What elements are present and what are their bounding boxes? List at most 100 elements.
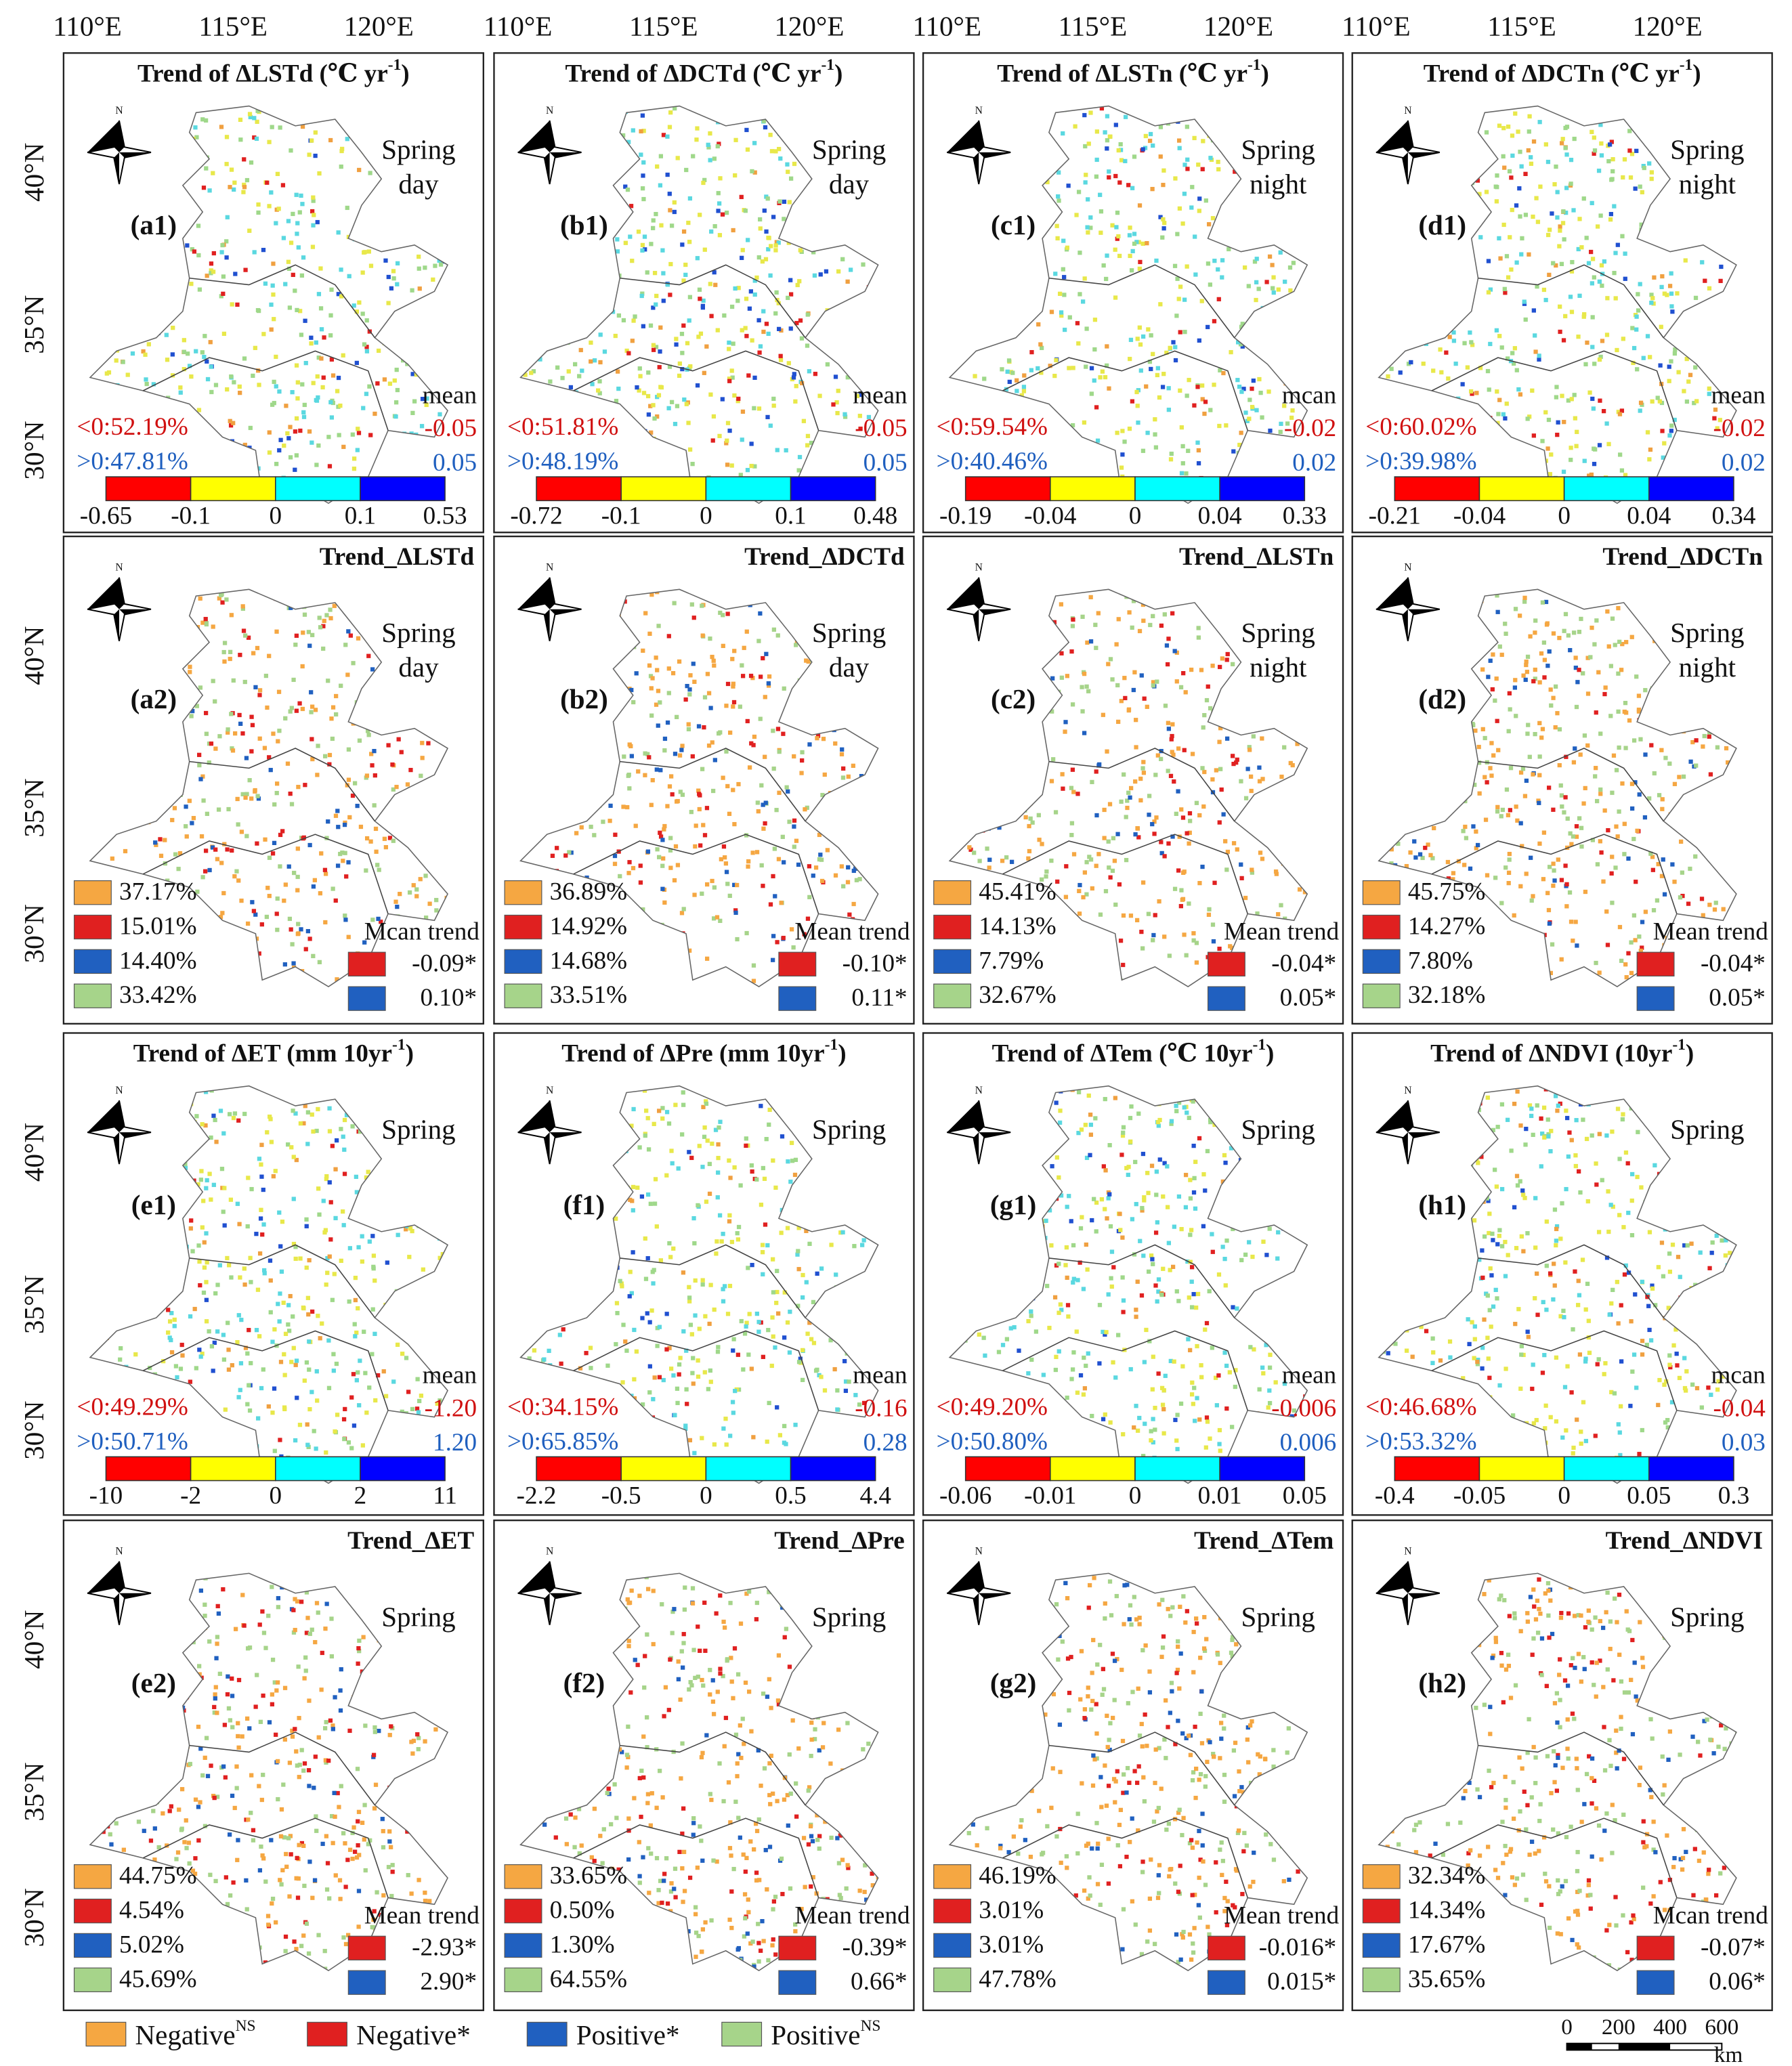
map-pixel bbox=[1067, 366, 1071, 370]
map-pixel bbox=[680, 744, 685, 748]
colorbar-tick-label: -0.19 bbox=[939, 502, 991, 530]
panel-title: Trend of ΔDCTd (℃ yr-1) bbox=[565, 56, 842, 87]
map-pixel bbox=[1094, 174, 1099, 179]
map-pixel bbox=[701, 298, 706, 303]
map-pixel bbox=[598, 360, 603, 365]
map-pixel bbox=[209, 389, 214, 395]
map-pixel bbox=[766, 236, 771, 240]
map-pixel bbox=[668, 293, 673, 297]
map-pixel bbox=[1619, 468, 1625, 473]
map-pixel bbox=[1105, 114, 1110, 119]
map-pixel bbox=[973, 374, 977, 379]
map-pixel bbox=[1089, 366, 1094, 370]
map-pixel bbox=[747, 306, 752, 311]
map-pixel bbox=[1633, 780, 1638, 785]
map-pixel bbox=[394, 785, 399, 790]
map-pixel bbox=[165, 358, 170, 362]
map-pixel bbox=[1495, 185, 1499, 190]
map-pixel bbox=[1119, 465, 1124, 470]
map-pixel bbox=[687, 687, 692, 692]
map-pixel bbox=[1267, 254, 1273, 259]
map-pixel bbox=[364, 773, 370, 778]
map-pixel bbox=[765, 414, 770, 420]
map-pixel bbox=[1048, 364, 1052, 368]
map-pixel bbox=[845, 279, 850, 284]
map-pixel bbox=[1159, 756, 1164, 762]
map-pixel bbox=[1522, 794, 1528, 798]
map-pixel bbox=[274, 462, 279, 467]
map-pixel bbox=[1271, 290, 1276, 295]
map-pixel bbox=[700, 891, 704, 896]
map-pixel bbox=[216, 807, 221, 812]
map-pixel bbox=[626, 871, 631, 876]
map-pixel bbox=[819, 878, 825, 884]
map-pixel bbox=[1152, 832, 1157, 836]
map-pixel bbox=[771, 627, 777, 632]
map-pixel bbox=[310, 440, 314, 445]
negative-share: <0:59.54% bbox=[937, 413, 1048, 441]
map-pixel bbox=[1475, 178, 1480, 183]
map-pixel bbox=[756, 809, 761, 814]
panel-label: (b2) bbox=[560, 683, 608, 714]
map-pixel bbox=[1555, 190, 1560, 194]
map-pixel bbox=[242, 442, 247, 448]
map-pixel bbox=[272, 802, 277, 807]
map-pixel bbox=[693, 844, 698, 849]
mean-negative: -0.02 bbox=[1713, 414, 1766, 442]
map-pixel bbox=[1655, 395, 1660, 400]
map-pixel bbox=[1105, 749, 1109, 754]
map-pixel bbox=[286, 259, 291, 264]
map-pixel bbox=[1151, 351, 1155, 356]
map-pixel bbox=[200, 774, 205, 779]
map-pixel bbox=[764, 229, 769, 234]
map-pixel bbox=[788, 278, 793, 282]
map-pixel bbox=[1117, 253, 1122, 259]
map-pixel bbox=[1249, 788, 1254, 794]
map-pixel bbox=[745, 147, 750, 152]
map-pixel bbox=[261, 332, 266, 337]
map-pixel bbox=[287, 305, 293, 310]
map-pixel bbox=[1085, 225, 1090, 230]
map-pixel bbox=[1480, 667, 1485, 672]
map-pixel bbox=[1049, 858, 1054, 863]
map-pixel bbox=[1088, 225, 1093, 230]
map-pixel bbox=[794, 643, 798, 647]
colorbar-segment bbox=[1478, 476, 1565, 502]
map-pixel bbox=[1096, 763, 1101, 768]
map-pixel bbox=[1662, 291, 1667, 296]
legend-swatch bbox=[73, 914, 112, 940]
map-pixel bbox=[332, 603, 337, 608]
map-pixel bbox=[1151, 680, 1156, 685]
colorbar-tick-label: -0.1 bbox=[171, 502, 211, 530]
map-pixel bbox=[1470, 343, 1475, 347]
title-superscript: -1 bbox=[1680, 56, 1693, 74]
map-pixel bbox=[1223, 839, 1228, 844]
title-text: Trend of ΔDCTd (℃ yr bbox=[565, 60, 821, 87]
map-pixel bbox=[1645, 430, 1650, 435]
map-pixel bbox=[130, 351, 135, 356]
map-pixel bbox=[1137, 266, 1142, 272]
map-pixel bbox=[362, 342, 367, 347]
map-pixel bbox=[417, 266, 421, 271]
map-pixel bbox=[196, 223, 201, 228]
map-pixel bbox=[673, 752, 678, 756]
map-pixel bbox=[773, 243, 778, 248]
map-pixel bbox=[1700, 260, 1705, 265]
map-pixel bbox=[1651, 301, 1656, 306]
map-pixel bbox=[1285, 421, 1290, 426]
map-pixel bbox=[354, 309, 359, 314]
map-pixel bbox=[1610, 177, 1615, 181]
map-pixel bbox=[1529, 161, 1534, 166]
map-pixel bbox=[792, 844, 796, 849]
map-pixel bbox=[1159, 851, 1164, 856]
map-pixel bbox=[1201, 725, 1206, 730]
map-pixel bbox=[1124, 857, 1129, 863]
map-panel: Springnight(d2)Trend_ΔDCTn45.75%14.27%7.… bbox=[1351, 535, 1773, 1025]
map-pixel bbox=[717, 201, 722, 206]
map-pixel bbox=[1116, 148, 1121, 153]
map-pixel bbox=[1465, 365, 1470, 370]
map-pixel bbox=[407, 890, 412, 895]
map-pixel bbox=[1216, 159, 1220, 165]
map-pixel bbox=[704, 956, 710, 961]
